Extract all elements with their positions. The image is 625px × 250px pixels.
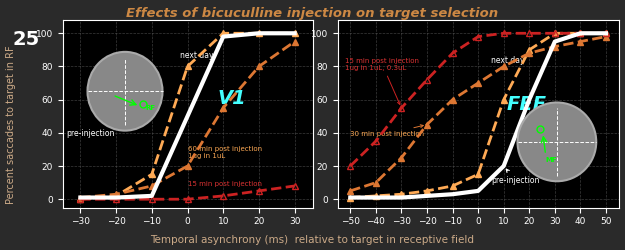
- Text: Temporal asynchrony (ms)  relative to target in receptive field: Temporal asynchrony (ms) relative to tar…: [151, 235, 474, 245]
- Text: RF: RF: [145, 105, 155, 111]
- Text: next day: next day: [491, 56, 524, 65]
- Ellipse shape: [518, 102, 596, 181]
- Text: FEF: FEF: [506, 95, 546, 114]
- Text: V1: V1: [217, 90, 246, 108]
- Text: 25: 25: [12, 30, 40, 49]
- Text: 15 min post injection: 15 min post injection: [188, 181, 261, 187]
- Ellipse shape: [88, 52, 162, 130]
- Text: MF: MF: [546, 158, 558, 164]
- Text: Effects of bicuculline injection on target selection: Effects of bicuculline injection on targ…: [126, 8, 499, 20]
- Text: 60 min post injection
1ug in 1uL: 60 min post injection 1ug in 1uL: [188, 146, 262, 159]
- Text: next day: next day: [181, 51, 214, 60]
- Text: 30 min post injection: 30 min post injection: [350, 125, 424, 137]
- Text: pre-injection: pre-injection: [491, 169, 539, 184]
- Text: 15 min post injection
1ug in 1uL, 0.3uL: 15 min post injection 1ug in 1uL, 0.3uL: [345, 58, 419, 104]
- Text: Percent saccades to target in RF: Percent saccades to target in RF: [6, 46, 16, 204]
- Text: pre-injection: pre-injection: [66, 118, 130, 138]
